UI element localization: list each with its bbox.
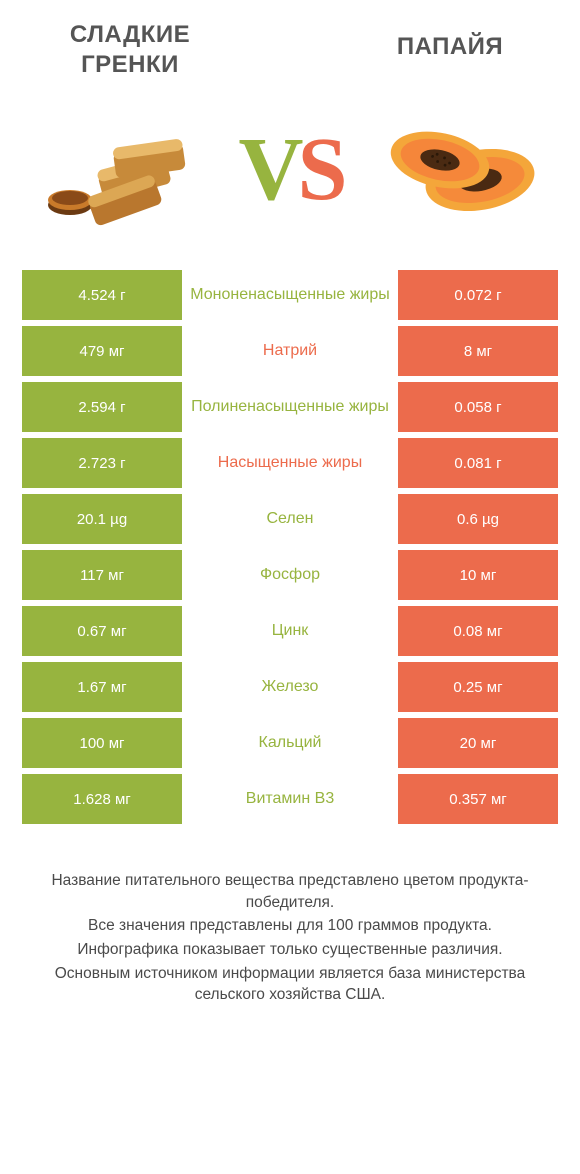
left-value-cell: 117 мг — [22, 550, 182, 600]
right-value-cell: 20 мг — [398, 718, 558, 768]
left-value-cell: 479 мг — [22, 326, 182, 376]
table-row: 1.67 мгЖелезо0.25 мг — [22, 662, 558, 712]
table-row: 1.628 мгВитамин B30.357 мг — [22, 774, 558, 824]
left-value-cell: 2.594 г — [22, 382, 182, 432]
nutrient-label: Полиненасыщенные жиры — [182, 382, 398, 432]
caption-line: Инфографика показывает только существенн… — [20, 939, 560, 961]
table-row: 4.524 гМононенасыщенные жиры0.072 г — [22, 270, 558, 320]
right-value-cell: 0.6 µg — [398, 494, 558, 544]
right-value-cell: 8 мг — [398, 326, 558, 376]
table-row: 0.67 мгЦинк0.08 мг — [22, 606, 558, 656]
comparison-table: 4.524 гМононенасыщенные жиры0.072 г 479 м… — [0, 270, 580, 824]
vs-s: S — [297, 125, 341, 215]
nutrient-label: Кальций — [182, 718, 398, 768]
caption-block: Название питательного вещества представл… — [0, 830, 580, 1006]
papaya-icon — [370, 110, 540, 230]
caption-line: Основным источником информации является … — [20, 963, 560, 1006]
nutrient-label: Железо — [182, 662, 398, 712]
left-value-cell: 100 мг — [22, 718, 182, 768]
french-toast-icon — [40, 110, 210, 230]
right-value-cell: 0.058 г — [398, 382, 558, 432]
left-product-title: СЛАДКИЕ ГРЕНКИ — [40, 20, 220, 80]
right-value-cell: 0.081 г — [398, 438, 558, 488]
nutrient-label: Витамин B3 — [182, 774, 398, 824]
right-value-cell: 0.357 мг — [398, 774, 558, 824]
table-row: 20.1 µgСелен0.6 µg — [22, 494, 558, 544]
table-row: 100 мгКальций20 мг — [22, 718, 558, 768]
left-value-cell: 1.67 мг — [22, 662, 182, 712]
right-value-cell: 10 мг — [398, 550, 558, 600]
nutrient-label: Натрий — [182, 326, 398, 376]
right-product-image — [370, 110, 540, 230]
table-row: 117 мгФосфор10 мг — [22, 550, 558, 600]
nutrient-label: Насыщенные жиры — [182, 438, 398, 488]
caption-line: Все значения представлены для 100 граммо… — [20, 915, 560, 937]
hero-row: VS — [0, 80, 580, 270]
nutrient-label: Мононенасыщенные жиры — [182, 270, 398, 320]
header: СЛАДКИЕ ГРЕНКИ ПАПАЙЯ — [0, 0, 580, 80]
table-row: 2.594 гПолиненасыщенные жиры0.058 г — [22, 382, 558, 432]
nutrient-label: Селен — [182, 494, 398, 544]
left-value-cell: 1.628 мг — [22, 774, 182, 824]
vs-v: V — [238, 125, 297, 215]
left-value-cell: 20.1 µg — [22, 494, 182, 544]
nutrient-label: Цинк — [182, 606, 398, 656]
left-product-image — [40, 110, 210, 230]
right-value-cell: 0.072 г — [398, 270, 558, 320]
caption-line: Название питательного вещества представл… — [20, 870, 560, 913]
nutrient-label: Фосфор — [182, 550, 398, 600]
left-value-cell: 4.524 г — [22, 270, 182, 320]
left-value-cell: 2.723 г — [22, 438, 182, 488]
table-row: 479 мгНатрий8 мг — [22, 326, 558, 376]
table-row: 2.723 гНасыщенные жиры0.081 г — [22, 438, 558, 488]
right-value-cell: 0.08 мг — [398, 606, 558, 656]
left-value-cell: 0.67 мг — [22, 606, 182, 656]
vs-label: VS — [238, 125, 341, 215]
right-product-title: ПАПАЙЯ — [360, 20, 540, 80]
right-value-cell: 0.25 мг — [398, 662, 558, 712]
